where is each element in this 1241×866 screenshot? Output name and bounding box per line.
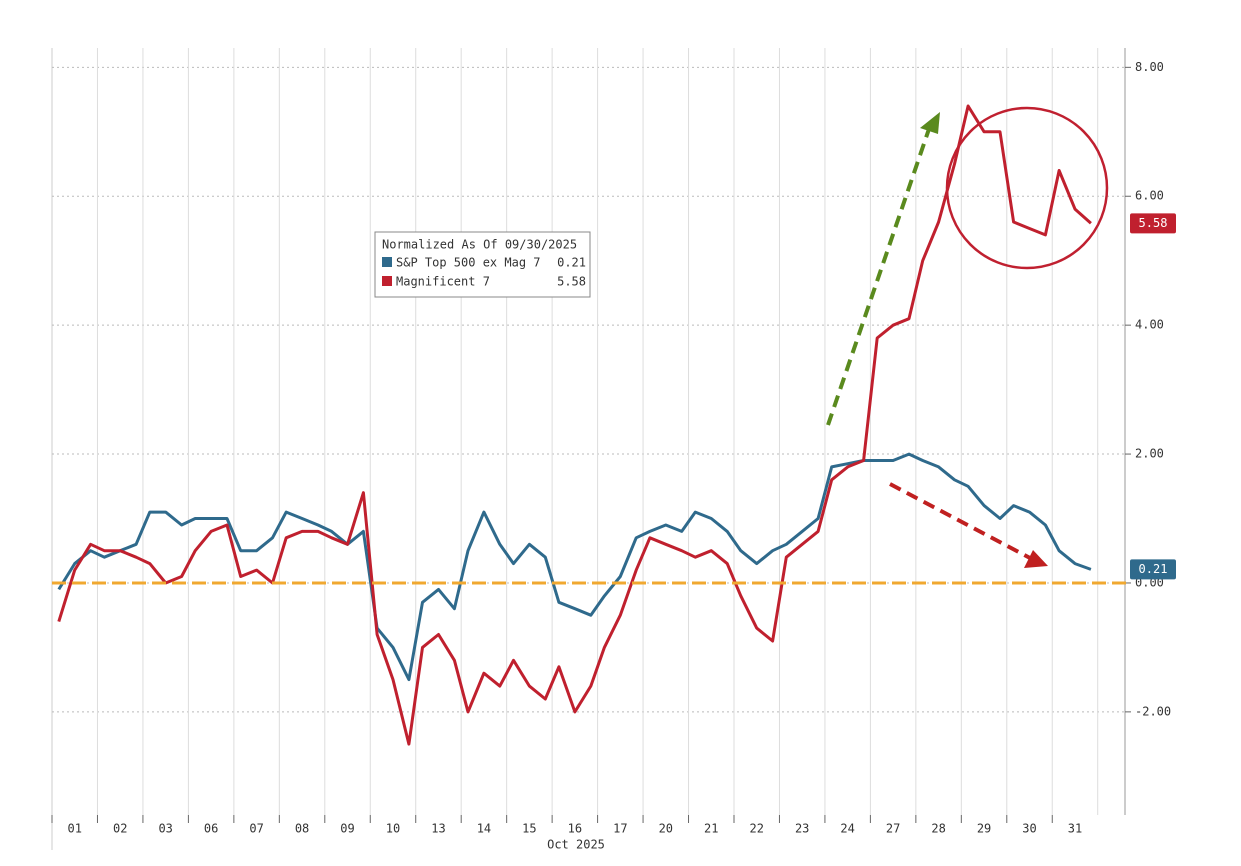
legend-swatch [382,276,392,286]
x-tick-label: 15 [522,822,536,836]
annotations [826,106,1109,568]
x-tick-label: 08 [295,822,309,836]
legend-label: Magnificent 7 [396,275,490,289]
x-tick-label: 07 [249,822,263,836]
x-tick-label: 06 [204,822,218,836]
x-tick-label: 20 [659,822,673,836]
x-tick-label: 23 [795,822,809,836]
x-tick-label: 29 [977,822,991,836]
x-tick-label: 24 [840,822,854,836]
legend-label: S&P Top 500 ex Mag 7 [396,256,541,270]
x-tick-label: 02 [113,822,127,836]
legend-box [374,231,591,298]
legend: Normalized As Of 09/30/2025 S&P Top 500 … [374,231,591,298]
x-tick-label: 14 [477,822,491,836]
y-tick-label: -2.00 [1135,704,1171,718]
legend-title: Normalized As Of 09/30/2025 [382,238,577,252]
x-tick-label: 16 [568,822,582,836]
y-tick-label: 6.00 [1135,189,1164,203]
series-line [57,104,1092,746]
y-tick-label: 2.00 [1135,447,1164,461]
down-arrow [889,482,1031,560]
x-tick-label: 03 [158,822,172,836]
x-tick-label: 09 [340,822,354,836]
x-tick-label: 30 [1022,822,1036,836]
x-tick-label: 22 [749,822,763,836]
x-tick-label: 10 [386,822,400,836]
last-value-label: 0.21 [1139,562,1168,576]
x-tick-label: 17 [613,822,627,836]
y-tick-label: 4.00 [1135,318,1164,332]
x-tick-label: 01 [68,822,82,836]
legend-value: 5.58 [557,275,586,289]
x-axis-label: Oct 2025 [547,838,605,852]
last-value-label: 5.58 [1139,216,1168,230]
last-value-tag [1130,213,1176,234]
last-value-tag [1130,559,1176,580]
legend-value: 0.21 [557,256,586,270]
x-tick-label: 27 [886,822,900,836]
y-tick-label: 8.00 [1135,60,1164,74]
grid [52,48,1125,815]
x-tick-label: 21 [704,822,718,836]
highlight-circle [945,106,1109,270]
x-tick-label: 31 [1068,822,1082,836]
lines [57,104,1092,746]
x-tick-label: 13 [431,822,445,836]
series-line [57,452,1092,682]
up-arrow-head [920,112,940,134]
x-tick-label: 28 [931,822,945,836]
legend-swatch [382,257,392,267]
up-arrow [826,125,932,426]
down-arrow-head [1024,550,1048,568]
